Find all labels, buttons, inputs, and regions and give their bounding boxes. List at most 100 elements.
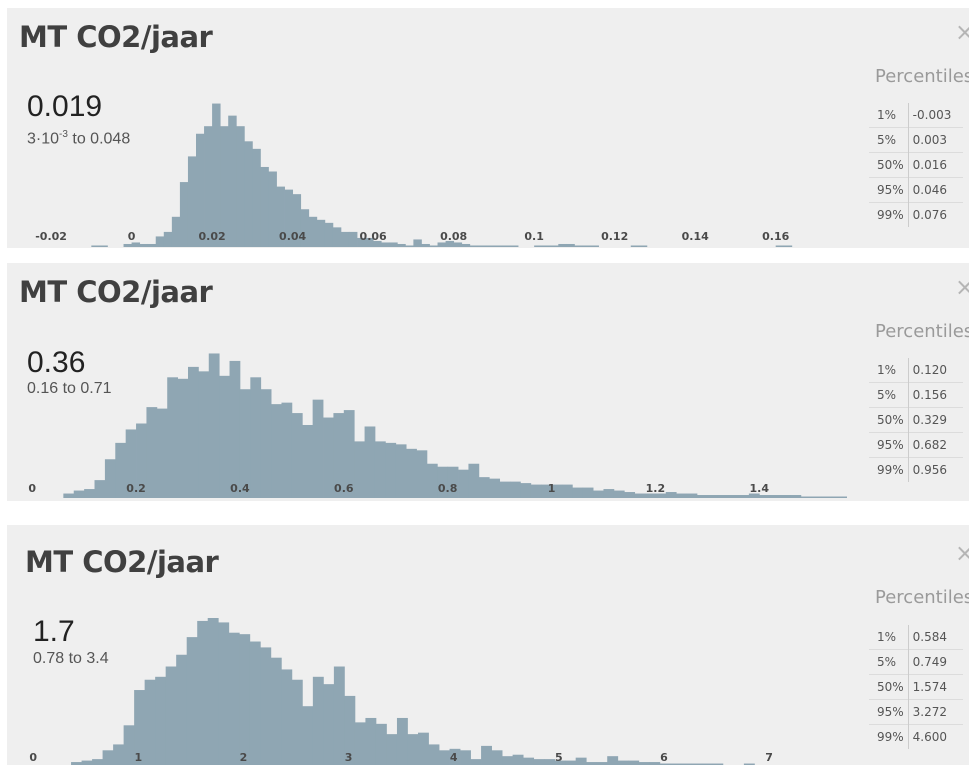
histogram-bar	[364, 426, 376, 498]
histogram-bar	[197, 620, 209, 765]
percentile-value: 1.574	[907, 674, 963, 700]
histogram-bar	[759, 495, 771, 498]
histogram-bar	[374, 441, 386, 498]
close-icon[interactable]: ×	[954, 539, 969, 567]
histogram-bar	[445, 240, 455, 247]
histogram-bar	[155, 236, 165, 247]
histogram-bar	[449, 748, 461, 765]
percentile-label: 1%	[877, 108, 897, 122]
histogram-bar	[769, 495, 781, 498]
percentile-label: 50%	[869, 674, 909, 700]
histogram-bar	[323, 684, 335, 765]
percentile-value: 0.046	[907, 177, 963, 203]
histogram-bar	[575, 757, 587, 765]
histogram-bar	[477, 245, 487, 247]
histogram-bar	[670, 763, 682, 765]
histogram-bar	[281, 669, 293, 765]
histogram-bar	[417, 732, 429, 765]
histogram-bar	[354, 441, 365, 498]
histogram-bar	[252, 148, 261, 247]
histogram-bar	[123, 243, 132, 247]
histogram-bar	[489, 478, 501, 498]
histogram-bar	[212, 103, 221, 247]
histogram-bar	[512, 754, 524, 765]
histogram-bar	[250, 377, 262, 498]
histogram-bar	[302, 424, 314, 498]
histogram-bar	[333, 666, 345, 765]
histogram-bar	[73, 490, 85, 498]
histogram-bar	[198, 371, 210, 498]
histogram-bar	[406, 448, 417, 498]
histogram-bar	[188, 366, 199, 498]
histogram-bar	[429, 245, 438, 247]
range-exponent: -3	[59, 129, 68, 140]
histogram-bar	[125, 429, 137, 498]
histogram-bar	[421, 243, 430, 247]
range-base: 0.16 to 0.71	[27, 380, 112, 397]
percentile-row: 5% 0.749	[869, 649, 963, 675]
percentile-row: 95% 3.272	[869, 699, 963, 725]
histogram-bar	[260, 647, 272, 765]
histogram-bar	[831, 496, 843, 498]
histogram-bar	[396, 717, 408, 765]
histogram-bar	[229, 360, 241, 498]
histogram-bar	[324, 222, 334, 247]
percentile-label: 5%	[869, 382, 909, 408]
histogram-bar	[389, 242, 398, 247]
x-tick-label: 0.6	[334, 482, 354, 495]
histogram-bar	[271, 404, 282, 498]
histogram-bar	[728, 495, 739, 498]
x-tick-label: 0.04	[279, 230, 306, 243]
percentile-row: 50% 0.329	[869, 407, 963, 433]
confidence-range: 3·10-3 to 0.048	[27, 129, 130, 148]
histogram-bar	[228, 632, 240, 765]
histogram-bar	[554, 760, 566, 765]
histogram-bar	[624, 492, 636, 498]
percentile-label: 1%	[877, 363, 897, 377]
percentile-value: 0.076	[907, 202, 963, 227]
histogram-bar	[426, 463, 438, 498]
distribution-panel-3: MT CO2/jaar × 0 1 2 3 4 5 6 7 1.7 0.78 to 3.4 P…	[7, 525, 969, 765]
histogram-bar	[617, 760, 629, 765]
histogram-bar	[308, 216, 318, 247]
percentile-value: 0.120	[907, 358, 963, 383]
histogram-bar	[707, 495, 719, 498]
histogram-bar	[499, 481, 511, 498]
histogram-bar	[354, 722, 366, 765]
histogram-bar	[572, 487, 584, 498]
histogram-bar	[375, 723, 387, 765]
histogram-bar	[461, 243, 471, 247]
histogram-bar	[204, 126, 213, 247]
histogram-bar	[92, 759, 103, 765]
histogram-bar	[276, 186, 285, 247]
close-icon[interactable]: ×	[954, 273, 969, 301]
percentile-row: 95% 0.682	[869, 432, 963, 458]
histogram-bar	[586, 762, 598, 765]
histogram-bar	[102, 750, 114, 765]
histogram-bar	[447, 466, 459, 498]
percentile-value: 0.584	[907, 625, 963, 650]
histogram-bar	[558, 243, 567, 247]
histogram-bar	[541, 484, 552, 498]
distribution-panel-2: MT CO2/jaar × 0 0.2 0.4 0.6 0.8 1 1.2 1.4 0.36 …	[7, 263, 969, 501]
percentile-value: 4.600	[907, 724, 963, 749]
histogram-bar	[607, 756, 619, 765]
histogram-bar	[291, 413, 303, 498]
percentile-row: 5% 0.156	[869, 382, 963, 408]
percentile-value: 0.329	[907, 407, 963, 433]
percentile-label: 99%	[869, 457, 909, 482]
mean-value: 0.019	[27, 90, 103, 123]
close-icon[interactable]: ×	[954, 18, 969, 46]
x-tick-label: 1	[135, 751, 143, 764]
histogram-bar	[493, 245, 503, 247]
histogram-bar	[71, 762, 82, 765]
histogram-bar	[453, 242, 463, 247]
histogram-bar	[373, 240, 382, 247]
percentiles-table: 1% 0.584 5% 0.749 50% 1.574 95% 3.272 99% 4.600	[869, 625, 963, 749]
histogram-chart: 0 1 2 3 4 5 6 7	[29, 618, 773, 765]
histogram-bar	[177, 378, 189, 498]
histogram-bar	[131, 242, 141, 247]
histogram-bar	[218, 622, 230, 765]
histogram-bar	[485, 245, 495, 247]
histogram-bar	[501, 245, 511, 247]
